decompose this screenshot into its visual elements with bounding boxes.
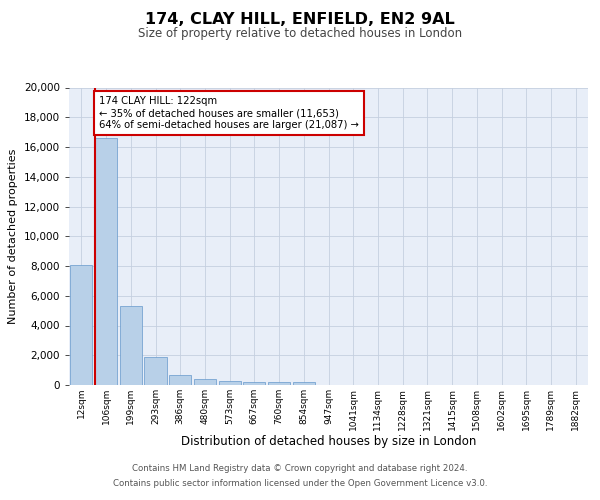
- Text: Size of property relative to detached houses in London: Size of property relative to detached ho…: [138, 28, 462, 40]
- Y-axis label: Number of detached properties: Number of detached properties: [8, 148, 18, 324]
- Bar: [95, 138, 117, 385]
- Bar: [268, 382, 290, 385]
- Bar: [70, 264, 92, 385]
- Text: 174, CLAY HILL, ENFIELD, EN2 9AL: 174, CLAY HILL, ENFIELD, EN2 9AL: [145, 12, 455, 28]
- Bar: [218, 380, 241, 385]
- X-axis label: Distribution of detached houses by size in London: Distribution of detached houses by size …: [181, 436, 476, 448]
- Text: 174 CLAY HILL: 122sqm
← 35% of detached houses are smaller (11,653)
64% of semi-: 174 CLAY HILL: 122sqm ← 35% of detached …: [99, 96, 359, 130]
- Text: Contains public sector information licensed under the Open Government Licence v3: Contains public sector information licen…: [113, 479, 487, 488]
- Bar: [293, 382, 315, 385]
- Text: Contains HM Land Registry data © Crown copyright and database right 2024.: Contains HM Land Registry data © Crown c…: [132, 464, 468, 473]
- Bar: [243, 382, 265, 385]
- Bar: [145, 358, 167, 385]
- Bar: [194, 380, 216, 385]
- Bar: [169, 376, 191, 385]
- Bar: [119, 306, 142, 385]
